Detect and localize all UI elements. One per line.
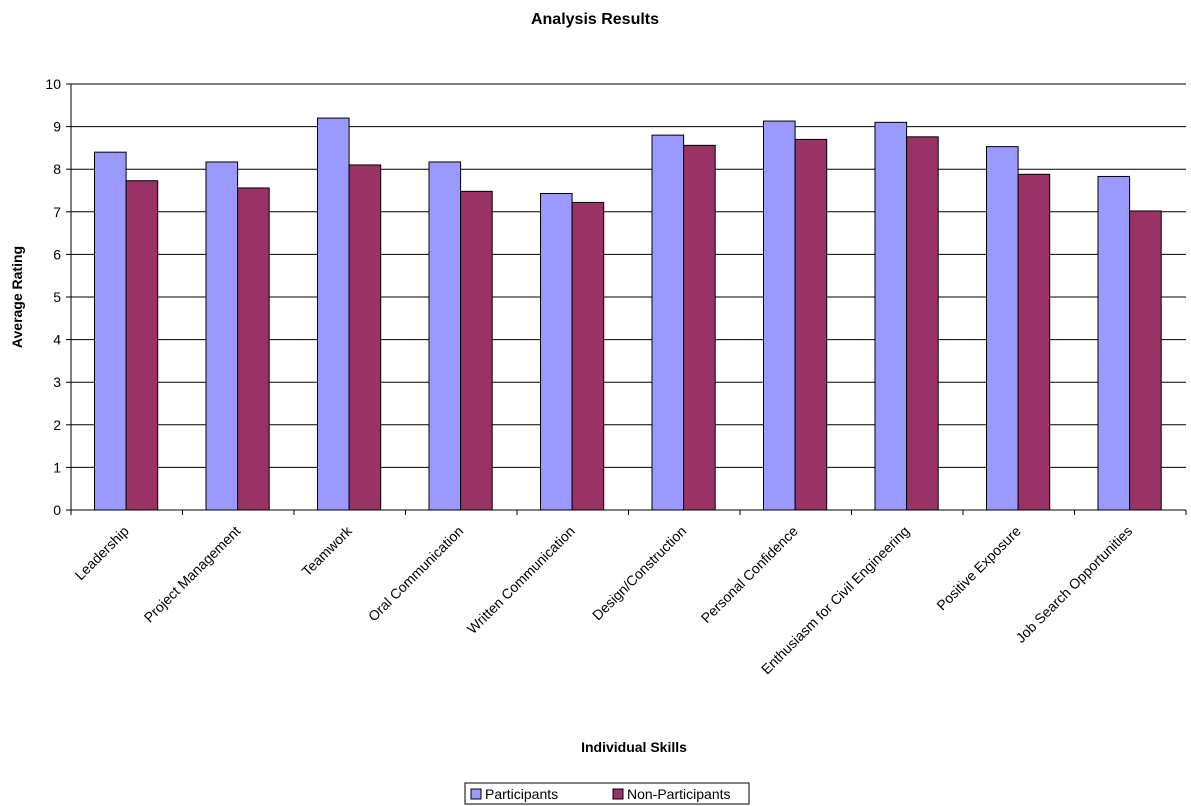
- y-tick-label: 2: [53, 417, 61, 433]
- bar-non-participants: [683, 144, 716, 511]
- legend-swatch-non-participants: [612, 788, 624, 800]
- legend-label-participants: Participants: [485, 786, 558, 802]
- bar-participants: [317, 117, 350, 511]
- bar-participants: [428, 161, 462, 511]
- bar-participants: [874, 121, 908, 511]
- legend-swatch-participants: [470, 788, 482, 800]
- x-category-label: Teamwork: [298, 522, 355, 579]
- bar-participants: [1097, 175, 1131, 511]
- bar-non-participants: [794, 138, 828, 511]
- bar-non-participants: [237, 187, 270, 511]
- x-category-label: Project Management: [141, 523, 244, 626]
- legend: Participants Non-Participants: [464, 782, 750, 805]
- x-axis-title: Individual Skills: [581, 739, 687, 755]
- bar-participants: [540, 192, 573, 511]
- x-category-label: Job Search Opportunities: [1012, 523, 1135, 646]
- bar-participants: [205, 161, 239, 511]
- x-category-labels: Leadership Project Management Teamwork Oral…: [72, 522, 1136, 677]
- x-category-label: Leadership: [72, 523, 132, 583]
- bar-participants: [763, 120, 796, 511]
- y-tick-label: 4: [53, 332, 61, 348]
- y-tick-labels: 0 1 2 3 4 5 6 7 8 9 10: [45, 76, 61, 518]
- legend-label-non-participants: Non-Participants: [627, 786, 731, 802]
- y-tick-label: 6: [53, 246, 61, 262]
- bar-non-participants: [460, 190, 493, 511]
- y-tick-label: 7: [53, 204, 61, 220]
- bar-participants: [94, 151, 127, 511]
- y-tick-label: 3: [53, 374, 61, 390]
- y-axis-title: Average Rating: [9, 246, 25, 348]
- bar-participants: [986, 146, 1019, 511]
- x-category-label: Positive Exposure: [933, 523, 1024, 614]
- y-tick-label: 1: [53, 459, 61, 475]
- x-category-label: Oral Communication: [365, 523, 467, 625]
- chart-title: Analysis Results: [531, 11, 659, 28]
- bar-non-participants: [906, 136, 939, 511]
- bar-non-participants: [1017, 173, 1051, 511]
- bar-non-participants: [125, 180, 159, 511]
- axes: [66, 83, 1187, 515]
- bar-non-participants: [1129, 210, 1162, 511]
- legend-box: [464, 782, 750, 805]
- y-tick-label: 5: [53, 289, 61, 305]
- bar-participants: [651, 134, 685, 511]
- x-category-label: Personal Confidence: [698, 523, 801, 626]
- y-tick-label: 8: [53, 161, 61, 177]
- y-tick-label: 0: [53, 502, 61, 518]
- y-tick-label: 10: [45, 76, 61, 92]
- bar-non-participants: [571, 201, 605, 511]
- x-category-label: Design/Construction: [589, 523, 689, 623]
- bar-non-participants: [348, 164, 382, 511]
- y-tick-label: 9: [53, 119, 61, 135]
- x-category-label: Written Communication: [464, 523, 578, 637]
- bars: [94, 117, 1162, 511]
